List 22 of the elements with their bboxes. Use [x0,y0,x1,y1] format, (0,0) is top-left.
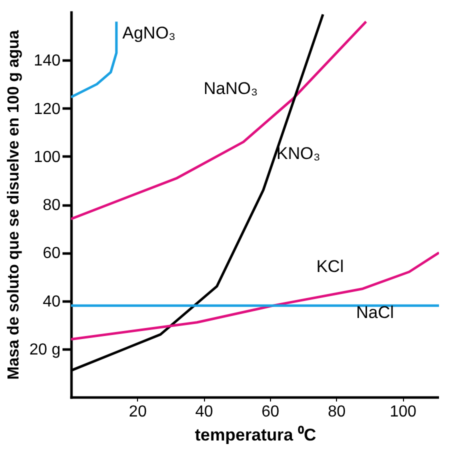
series-label: KNO₃ [276,144,320,163]
y-tick-label: 60 [42,245,61,262]
x-tick-label: 40 [195,404,214,420]
x-tick-label: 20 [128,404,147,420]
y-tick-label: 20 g [29,341,60,358]
line-series [71,20,368,220]
series-label: AgNO₃ [122,24,176,43]
series-label: NaNO₃ [204,79,258,98]
y-axis-title: Masa de soluto que se disuelve en 100 g agua [5,30,22,380]
x-tick-label: 60 [262,404,280,420]
y-tick-label: 80 [42,197,61,214]
series-label: NaCl [356,302,394,322]
line-series [71,251,439,340]
y-tick-label: 120 [34,100,61,118]
y-tick-label: 40 [42,293,61,310]
series-label: KCl [316,257,344,276]
y-tick-label: 140 [34,52,61,70]
x-tick-label: 80 [328,404,346,420]
x-axis-title: temperatura ⁰C [194,426,316,444]
line-series [71,20,118,98]
x-tick-label: 100 [390,404,416,420]
y-tick-label: 100 [34,148,61,166]
